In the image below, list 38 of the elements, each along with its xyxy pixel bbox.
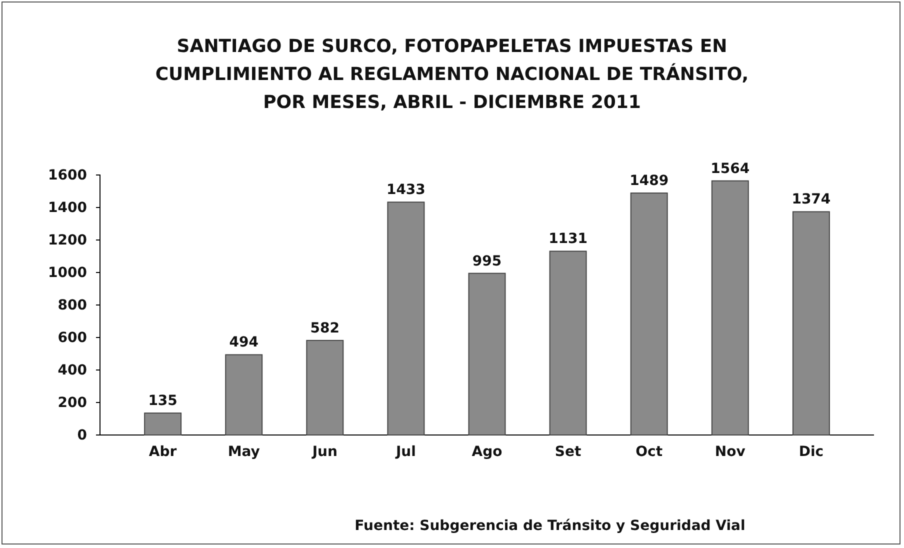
- bar: [711, 180, 749, 436]
- y-tick-label: 1200: [48, 232, 88, 248]
- bar: [468, 272, 506, 436]
- y-tick-label: 400: [58, 362, 88, 378]
- chart-title: SANTIAGO DE SURCO, FOTOPAPELETAS IMPUESTAS EN CUMPLIMIENTO AL REGLAMENTO NACIONAL DE TRÁNSITO, POR MESES, ABRIL - DICIEMBRE 2011: [155, 36, 749, 113]
- y-tick-label: 200: [58, 394, 88, 411]
- bar: [144, 412, 182, 436]
- bar: [225, 354, 263, 436]
- x-tick-label: Ago: [472, 444, 503, 460]
- source-note: Fuente: Subgerencia de Tránsito y Seguridad Vial: [354, 518, 746, 534]
- bar: [792, 211, 830, 436]
- x-tick-label: Jul: [394, 444, 416, 460]
- data-label: 1489: [630, 173, 669, 190]
- x-tick-label: Nov: [714, 444, 746, 460]
- x-tick-label: Oct: [636, 444, 663, 460]
- bar: [306, 340, 344, 436]
- bar: [630, 192, 668, 436]
- data-label: 582: [310, 320, 340, 336]
- y-tick-label: 600: [58, 330, 88, 346]
- data-label: 1433: [386, 182, 426, 198]
- data-label: 995: [472, 253, 502, 270]
- y-tick-label: 1600: [48, 167, 88, 184]
- y-tick-label: 1400: [48, 200, 88, 216]
- data-label: 1131: [548, 231, 588, 248]
- y-tick-label: 0: [77, 427, 88, 444]
- bar: [387, 202, 425, 436]
- bar: [549, 250, 587, 436]
- data-label: 1374: [792, 192, 831, 208]
- x-tick-label: Jun: [311, 444, 338, 460]
- data-label: 1564: [710, 160, 750, 177]
- y-tick-label: 1000: [48, 264, 88, 281]
- x-tick-label: Set: [554, 444, 582, 460]
- x-tick-label: Abr: [148, 444, 177, 460]
- data-label: 494: [229, 334, 259, 351]
- y-tick-label: 800: [58, 297, 88, 314]
- x-tick-label: May: [228, 444, 260, 460]
- data-label: 135: [148, 393, 178, 410]
- x-tick-label: Dic: [798, 444, 824, 460]
